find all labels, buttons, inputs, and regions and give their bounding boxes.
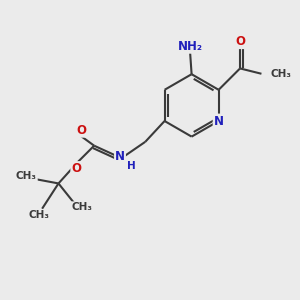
Text: H: H [127,161,135,172]
Text: O: O [71,162,81,175]
Text: NH₂: NH₂ [178,40,203,53]
Text: O: O [235,35,245,48]
Text: CH₃: CH₃ [16,171,37,181]
Text: CH₃: CH₃ [72,202,93,212]
Text: O: O [77,124,87,137]
Text: N: N [115,150,125,163]
Text: CH₃: CH₃ [29,210,50,220]
Text: N: N [214,115,224,128]
Text: CH₃: CH₃ [270,69,291,79]
